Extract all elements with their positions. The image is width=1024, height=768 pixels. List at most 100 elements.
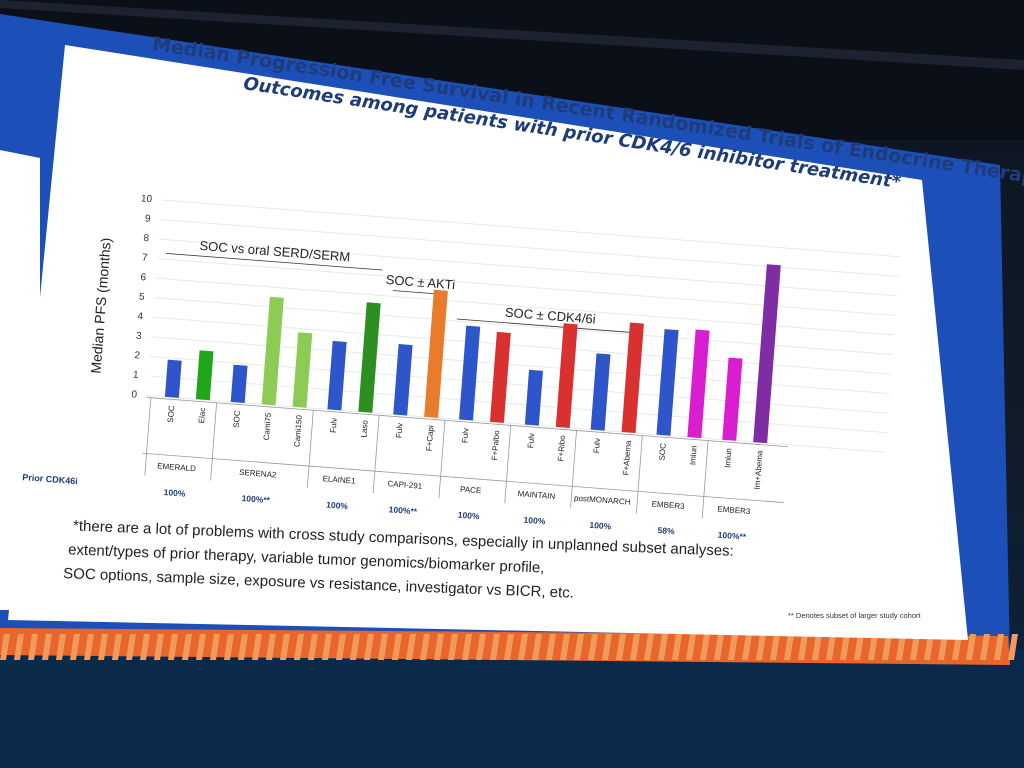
stripe	[700, 634, 710, 660]
prior-cdk46i-value: 100%	[326, 500, 349, 512]
y-tick-label: 4	[137, 311, 144, 322]
stripe	[238, 634, 248, 660]
category-label: Im+Abema	[753, 450, 765, 490]
group-bracket	[456, 318, 643, 334]
stripe	[616, 634, 626, 660]
y-axis-ticks: 0 1 2 3 4 5 6 7 8 9 10	[131, 193, 153, 400]
bar-serena2-soc	[230, 364, 248, 403]
category-label: Fulv	[460, 428, 470, 444]
stripe	[980, 634, 990, 660]
stripe	[588, 634, 598, 660]
table-divider	[306, 410, 314, 489]
table-divider	[701, 440, 709, 519]
bar-elaine1-laso	[358, 302, 381, 413]
stripe	[1008, 634, 1018, 660]
stripe	[280, 634, 290, 660]
prior-cdk46i-value: 100%**	[388, 504, 418, 516]
stripe	[210, 634, 220, 660]
prior-cdk46i-value: 100%	[163, 487, 186, 499]
stage-curtain	[0, 650, 1024, 768]
trial-table: SOC Elac SOC Cami75 Cami150 Fulv Laso Fulv F+Cap…	[22, 397, 788, 542]
prior-cdk46i-value: 100%	[457, 510, 480, 522]
category-label: Cami150	[292, 414, 303, 447]
bar-serena2-cami75	[261, 296, 284, 406]
category-label: SOC	[232, 410, 242, 428]
table-rule	[142, 452, 784, 503]
category-label: Elac	[197, 407, 207, 423]
stripe	[42, 634, 52, 660]
category-label: Fulv	[329, 418, 339, 434]
stripe	[490, 634, 500, 660]
trial-name: EMERALD	[157, 461, 196, 473]
prior-cdk46i-value: 100%	[523, 515, 546, 527]
bar-postmonarch-fulv	[590, 353, 611, 431]
stripe	[0, 634, 10, 660]
trial-name: PACE	[460, 485, 482, 496]
stripe	[252, 634, 262, 660]
stripe	[826, 634, 836, 660]
stripe	[882, 634, 892, 660]
stripe	[672, 634, 682, 660]
trial-name: EMBER3	[717, 505, 751, 517]
trial-name: postMONARCH	[574, 494, 631, 507]
stripe	[812, 634, 822, 660]
bar-ember3-imlun	[687, 329, 710, 439]
trial-name: SERENA2	[239, 468, 277, 480]
stripe	[196, 634, 206, 660]
group-label: SOC ± CDK4/6i	[504, 305, 596, 327]
stripe	[854, 634, 864, 660]
stripe	[742, 634, 752, 660]
bar-postmonarch-f+abema	[621, 322, 644, 434]
stripe	[630, 634, 640, 660]
stripe	[938, 634, 948, 660]
category-label: SOC	[658, 443, 668, 461]
y-tick-label: 6	[140, 272, 147, 283]
stripe	[924, 634, 934, 660]
group-bracket	[165, 252, 383, 271]
category-label: Cami75	[262, 412, 273, 441]
stripe	[840, 634, 850, 660]
prior-cdk46i-value: 100%	[589, 520, 612, 532]
stripe	[728, 634, 738, 660]
bar-serena2-cami150	[292, 332, 313, 408]
stripe	[448, 634, 458, 660]
bar-pace-f+palbo	[489, 331, 511, 423]
stripe	[154, 634, 164, 660]
stripe	[476, 634, 486, 660]
category-label: F+Ribo	[556, 435, 567, 462]
stripe	[364, 634, 374, 660]
stripe	[322, 634, 332, 660]
trial-name: MAINTAIN	[517, 489, 555, 501]
table-divider	[438, 420, 446, 499]
subset-note: ** Denotes subset of larger study cohort	[788, 611, 921, 620]
stripe	[28, 634, 38, 660]
bar-ember3-im+abema	[753, 264, 781, 444]
stripe	[56, 634, 66, 660]
category-label: Imlun	[723, 448, 733, 468]
category-label: SOC	[166, 405, 176, 423]
stripe	[434, 634, 444, 660]
stripe	[378, 634, 388, 660]
stripe	[112, 634, 122, 660]
stripe	[266, 634, 276, 660]
stripe	[602, 634, 612, 660]
y-tick-label: 3	[135, 331, 142, 342]
stripe	[896, 634, 906, 660]
stripe	[336, 634, 346, 660]
table-divider	[144, 397, 152, 476]
stripe	[420, 634, 430, 660]
stripe	[140, 634, 150, 660]
bar-ember3-imlun	[722, 357, 743, 441]
row-label: Prior CDK46i	[22, 472, 78, 486]
bars	[164, 264, 781, 444]
bar-capi-291-f+capi	[424, 289, 448, 418]
bar-maintain-f+ribo	[555, 323, 578, 428]
bar-maintain-fulv	[524, 369, 544, 426]
stripe	[126, 634, 136, 660]
stripe	[686, 634, 696, 660]
y-tick-label: 9	[145, 213, 152, 224]
stripe	[392, 634, 402, 660]
stripe	[504, 634, 514, 660]
stripe	[714, 634, 724, 660]
